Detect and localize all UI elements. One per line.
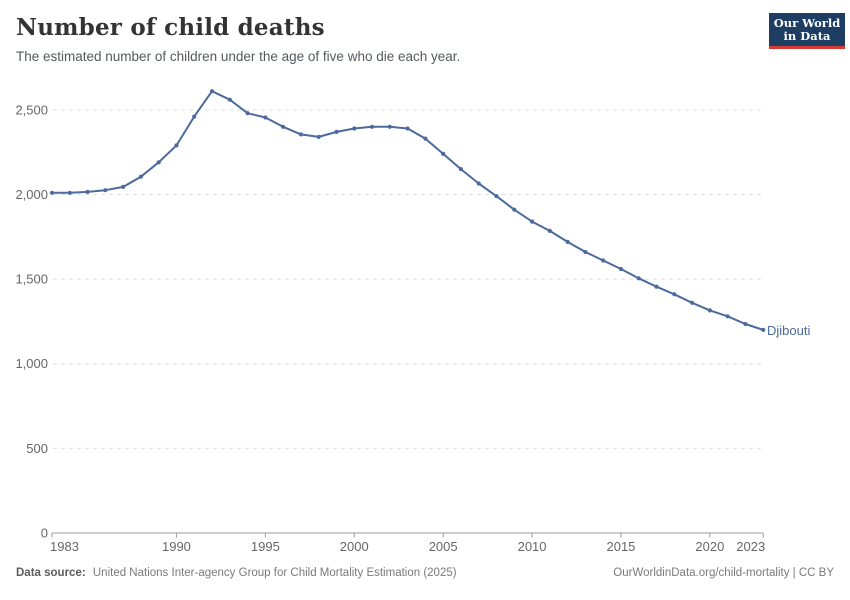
chart-footer: Data source: United Nations Inter-agency… — [16, 567, 834, 579]
data-point — [494, 194, 499, 199]
data-point — [67, 190, 72, 195]
data-point — [209, 89, 215, 94]
data-point — [583, 249, 588, 255]
data-point — [316, 134, 321, 139]
x-tick-label: 2005 — [429, 539, 458, 554]
logo-red-bar — [769, 46, 845, 49]
data-point — [441, 151, 446, 156]
x-tick-label: 2020 — [695, 539, 724, 554]
data-source-text: United Nations Inter-agency Group for Ch… — [92, 567, 457, 579]
x-tick-label: 1990 — [162, 539, 191, 554]
data-point — [192, 114, 197, 119]
y-tick-label: 1,000 — [15, 356, 48, 371]
data-source: Data source: United Nations Inter-agency… — [16, 567, 457, 579]
logo-line2: in Data — [783, 29, 831, 43]
x-tick-label: 1983 — [50, 539, 79, 554]
owid-logo-box: Our World in Data — [769, 13, 845, 46]
data-point — [263, 115, 268, 120]
data-point — [654, 284, 659, 289]
data-point — [476, 181, 481, 186]
data-point — [174, 143, 179, 148]
data-point — [636, 276, 641, 281]
data-point — [334, 129, 339, 134]
data-point — [690, 300, 695, 305]
data-point — [298, 132, 303, 137]
y-tick-label: 2,000 — [15, 187, 48, 202]
page-title: Number of child deaths — [16, 14, 325, 41]
data-point — [618, 266, 624, 272]
line-chart-canvas: 0 500 1,000 1,500 2,000 2,500 1983 1990 1995 2000… — [15, 89, 766, 554]
data-point — [138, 174, 143, 179]
series-label-djibouti: Djibouti — [767, 323, 811, 338]
x-tick-label: 2015 — [606, 539, 635, 554]
chart-header: Number of child deaths The estimated num… — [16, 14, 750, 64]
data-point — [85, 189, 90, 194]
x-tick-label: 1995 — [251, 539, 280, 554]
data-point — [601, 258, 606, 263]
data-point — [369, 124, 375, 129]
data-point — [565, 239, 570, 244]
owid-logo: Our World in Data — [769, 13, 845, 49]
data-point — [156, 160, 161, 165]
y-tick-label: 500 — [26, 441, 48, 456]
data-source-label: Data source: — [16, 567, 86, 579]
data-point — [530, 219, 535, 224]
x-tick-label: 2010 — [518, 539, 547, 554]
data-point — [405, 126, 410, 131]
data-point — [103, 188, 108, 193]
data-point — [245, 111, 250, 116]
data-point — [725, 314, 730, 319]
data-point — [121, 184, 126, 189]
logo-line1: Our World — [773, 16, 841, 30]
data-point — [707, 308, 713, 313]
data-point — [281, 124, 286, 129]
data-point — [387, 124, 392, 129]
data-point — [423, 136, 428, 141]
chart-subtitle: The estimated number of children under t… — [16, 49, 461, 64]
license-text: OurWorldinData.org/child-mortality | CC … — [613, 567, 834, 579]
data-point — [512, 207, 517, 212]
data-point — [49, 190, 55, 195]
data-point — [227, 97, 232, 102]
x-tick-label: 2000 — [340, 539, 369, 554]
data-point — [458, 167, 463, 172]
data-point — [761, 327, 766, 332]
data-point — [352, 126, 357, 131]
y-tick-label: 1,500 — [15, 272, 48, 287]
data-point — [547, 228, 552, 233]
x-tick-label: 2023 — [736, 539, 765, 554]
y-tick-label: 0 — [41, 526, 48, 541]
data-point — [672, 292, 677, 297]
y-tick-label: 2,500 — [15, 102, 48, 117]
data-point — [743, 321, 748, 327]
